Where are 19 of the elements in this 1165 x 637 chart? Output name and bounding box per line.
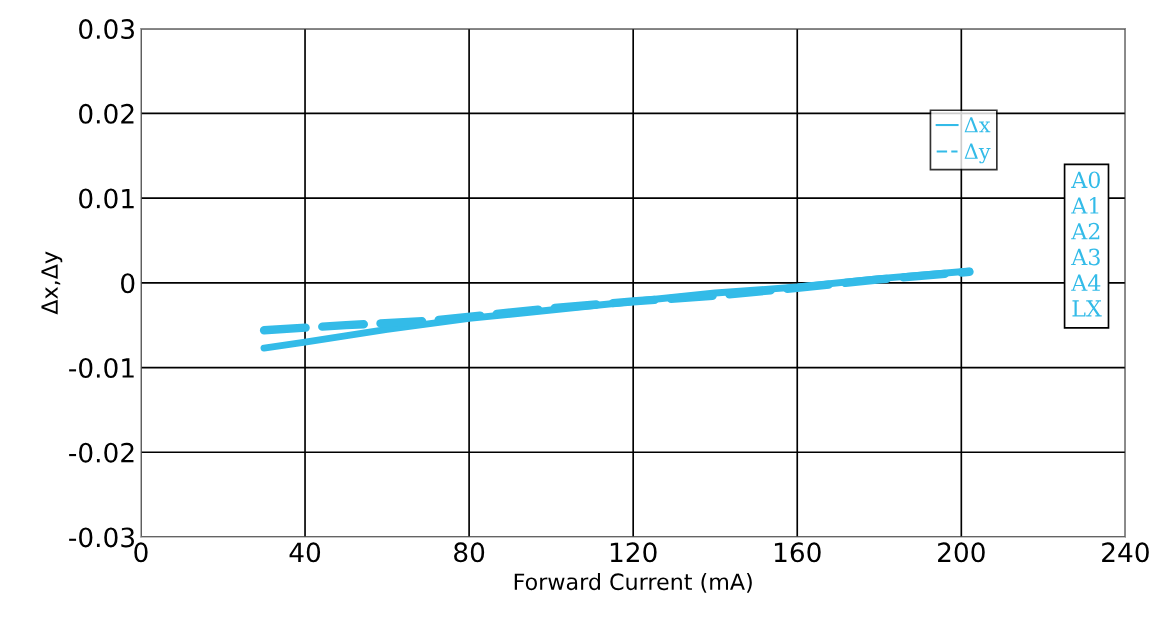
annotation: A0 A1 A2 A3 A4 LX <box>1071 171 1102 317</box>
legend-label: Δy <box>964 143 991 164</box>
x-tick-label: 200 <box>938 542 985 563</box>
y-tick-label: 0.03 <box>79 19 134 40</box>
y-tick-label: -0.03 <box>69 527 134 548</box>
x-axis-title: Forward Current (mA) <box>514 572 752 593</box>
x-tick-label: 80 <box>454 542 485 563</box>
x-tick-label: 160 <box>774 542 821 563</box>
legend-label: Δx <box>964 117 991 133</box>
y-tick-label: -0.02 <box>69 442 134 463</box>
x-tick-label: 120 <box>610 542 657 563</box>
y-tick-label: 0.02 <box>79 103 134 124</box>
y-axis-title: Δx,Δy <box>41 251 63 315</box>
x-tick-label: 240 <box>1102 542 1149 563</box>
y-tick-label: 0 <box>121 273 135 294</box>
x-tick-label: 40 <box>289 542 321 563</box>
x-tick-label: 0 <box>134 542 148 563</box>
y-tick-label: 0.01 <box>79 188 134 209</box>
y-tick-label: -0.01 <box>69 357 134 378</box>
